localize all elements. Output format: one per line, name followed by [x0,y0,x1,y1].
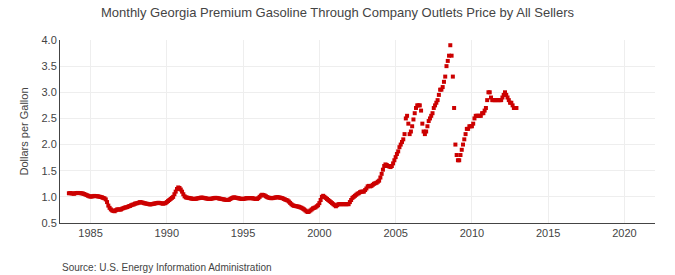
svg-text:2.0: 2.0 [42,138,57,150]
svg-text:2020: 2020 [612,227,636,239]
svg-text:1990: 1990 [155,227,179,239]
svg-text:1985: 1985 [78,227,102,239]
svg-text:3.5: 3.5 [42,60,57,72]
svg-text:2015: 2015 [536,227,560,239]
svg-text:0.5: 0.5 [42,217,57,229]
svg-text:2000: 2000 [307,227,331,239]
svg-text:Dollars per Gallon: Dollars per Gallon [18,87,30,175]
svg-text:3.0: 3.0 [42,86,57,98]
svg-text:Monthly Georgia Premium Gasoli: Monthly Georgia Premium Gasoline Through… [101,5,575,20]
svg-text:2010: 2010 [460,227,484,239]
svg-text:1.0: 1.0 [42,191,57,203]
svg-text:2005: 2005 [383,227,407,239]
svg-text:2.5: 2.5 [42,112,57,124]
svg-text:4.0: 4.0 [42,34,57,46]
svg-text:1.5: 1.5 [42,165,57,177]
svg-text:1995: 1995 [231,227,255,239]
svg-text:Source: U.S. Energy Informatio: Source: U.S. Energy Information Administ… [62,262,272,273]
